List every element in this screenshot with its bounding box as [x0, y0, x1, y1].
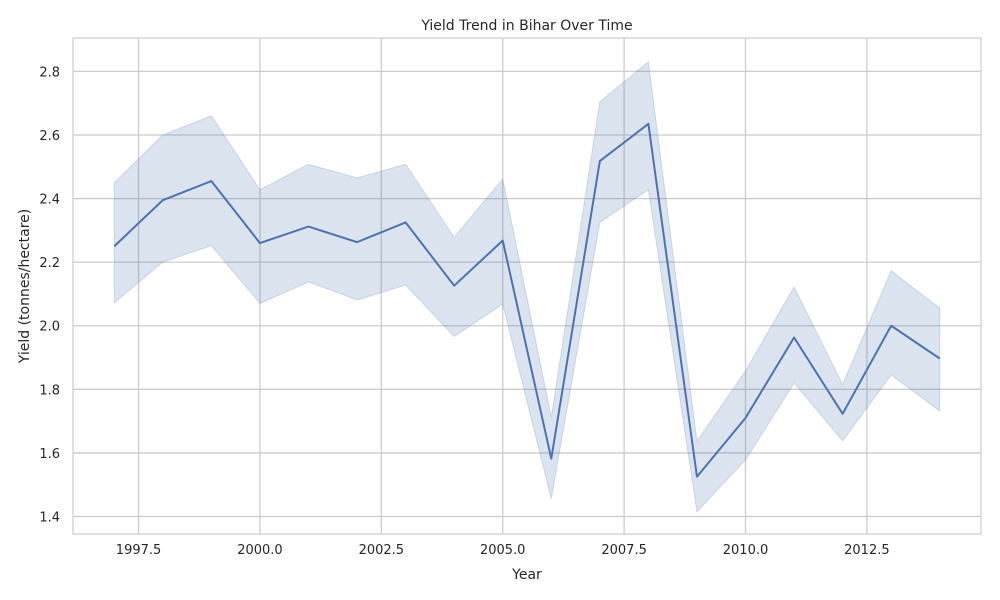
- y-axis-title: Yield (tonnes/hectare): [17, 209, 33, 364]
- y-tick-label: 2.6: [39, 129, 60, 144]
- x-tick-label: 2000.0: [237, 543, 283, 558]
- x-axis-title: Year: [511, 567, 542, 583]
- y-tick-label: 2.2: [39, 256, 60, 271]
- y-tick-label: 1.8: [39, 383, 60, 398]
- y-tick-label: 1.6: [39, 447, 60, 462]
- series-line-layer: [113, 122, 941, 478]
- series-line: [113, 122, 941, 478]
- y-tick-label: 1.4: [39, 511, 60, 526]
- y-tick-label: 2.8: [39, 65, 60, 80]
- x-tick-label: 2010.0: [723, 543, 769, 558]
- confidence-band: [113, 60, 941, 513]
- x-tick-label: 2002.5: [359, 543, 405, 558]
- y-tick-label: 2.4: [39, 193, 60, 208]
- confidence-band-layer: [113, 60, 941, 513]
- x-tick-label: 2012.5: [844, 543, 890, 558]
- chart-title: Yield Trend in Bihar Over Time: [420, 18, 632, 34]
- y-tick-label: 2.0: [39, 320, 60, 335]
- x-tick-label: 2005.0: [480, 543, 526, 558]
- grid: [73, 38, 981, 534]
- x-tick-labels: 1997.5 2000.0 2002.5 2005.0 2007.5 2010.0 2012…: [116, 543, 890, 558]
- y-tick-labels: 1.4 1.6 1.8 2.0 2.2 2.4 2.6 2.8: [39, 65, 60, 525]
- plot-frame: [72, 37, 982, 535]
- x-tick-label: 1997.5: [116, 543, 162, 558]
- x-tick-label: 2007.5: [601, 543, 647, 558]
